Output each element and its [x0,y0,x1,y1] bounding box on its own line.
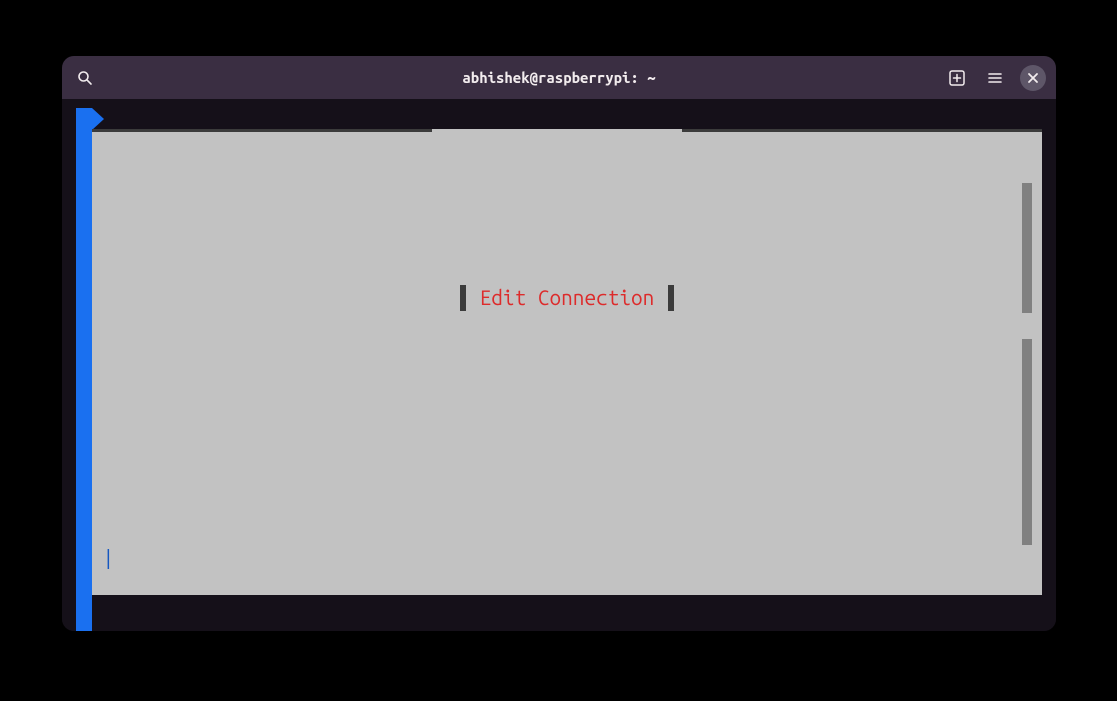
terminal-window: abhishek@raspberrypi: ~ [62,56,1056,631]
window-title: abhishek@raspberrypi: ~ [62,69,1056,86]
dialog-border [682,129,1042,132]
nmtui-dialog: Edit Connection | | BSSID ______________… [92,129,1042,595]
scrollbar-segment[interactable] [1022,183,1032,313]
search-icon[interactable] [72,65,98,91]
dialog-title: Edit Connection [466,285,669,311]
titlebar: abhishek@raspberrypi: ~ [62,56,1056,99]
new-tab-icon[interactable] [944,65,970,91]
terminal-body: Edit Connection | | BSSID ______________… [62,99,1056,631]
close-icon[interactable] [1020,65,1046,91]
hamburger-icon[interactable] [982,65,1008,91]
prompt-indicator [76,108,92,631]
dialog-border [92,129,432,132]
scrollbar-segment[interactable] [1022,339,1032,545]
